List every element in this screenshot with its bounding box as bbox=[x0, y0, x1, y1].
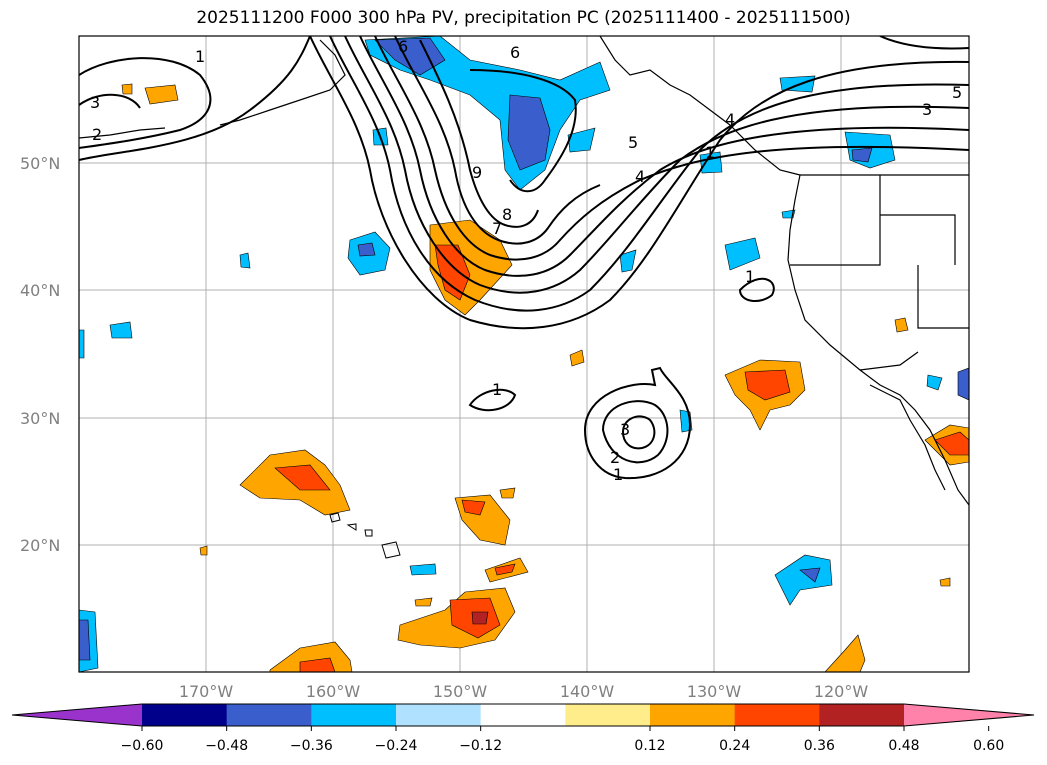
contour-label: 1 bbox=[705, 143, 715, 162]
colorbar-segment bbox=[396, 704, 482, 726]
lon-label-150w: 150°W bbox=[433, 682, 488, 701]
colorbar-tick-label: −0.24 bbox=[375, 738, 418, 754]
colorbar-segment bbox=[565, 704, 651, 726]
colorbar: −0.60 −0.48 −0.36 −0.24 −0.12 0.12 0.24 0.36 0.4… bbox=[11, 703, 1035, 754]
contour-label: 7 bbox=[492, 219, 502, 238]
contour-label: 1 bbox=[195, 47, 205, 66]
colorbar-tick-label: 0.36 bbox=[804, 738, 835, 754]
map-border bbox=[78, 35, 970, 673]
colorbar-tick-label: 0.24 bbox=[719, 738, 750, 754]
contour-label: 1 bbox=[613, 465, 623, 484]
colorbar-tick-label: −0.48 bbox=[205, 738, 248, 754]
contour-label: 1 bbox=[745, 267, 755, 286]
precip-negative-areas bbox=[79, 36, 969, 672]
lon-label-120w: 120°W bbox=[814, 682, 869, 701]
colorbar-tick-label: 0.60 bbox=[973, 738, 1004, 754]
contour-label: 6 bbox=[398, 37, 408, 56]
colorbar-segment bbox=[734, 704, 820, 726]
colorbar-tick-label: −0.36 bbox=[290, 738, 333, 754]
contour-label: 2 bbox=[92, 125, 102, 144]
colorbar-segment bbox=[226, 704, 312, 726]
lon-label-160w: 160°W bbox=[306, 682, 361, 701]
contour-label: 3 bbox=[620, 420, 630, 439]
longitude-labels: 170°W 160°W 150°W 140°W 130°W 120°W bbox=[179, 682, 869, 701]
colorbar-segment bbox=[480, 704, 566, 726]
contour-label: 2 bbox=[610, 448, 620, 467]
contour-label: 8 bbox=[502, 205, 512, 224]
lat-label-30n: 30°N bbox=[20, 409, 60, 428]
lon-label-130w: 130°W bbox=[687, 682, 742, 701]
contour-label: 5 bbox=[952, 83, 962, 102]
colorbar-extend-min bbox=[12, 704, 142, 726]
lat-label-40n: 40°N bbox=[20, 281, 60, 300]
lat-label-20n: 20°N bbox=[20, 536, 60, 555]
colorbar-tick-label: −0.60 bbox=[121, 738, 164, 754]
contour-label: 3 bbox=[90, 93, 100, 112]
colorbar-segment bbox=[142, 704, 228, 726]
contour-label: 4 bbox=[725, 110, 735, 129]
contour-label: 6 bbox=[510, 43, 520, 62]
colorbar-segment bbox=[311, 704, 397, 726]
lon-label-140w: 140°W bbox=[560, 682, 615, 701]
colorbar-tick-label: 0.48 bbox=[888, 738, 919, 754]
contour-label: 5 bbox=[628, 133, 638, 152]
latitude-labels: 50°N 40°N 30°N 20°N bbox=[20, 154, 60, 555]
contour-label: 1 bbox=[492, 380, 502, 399]
contour-label: 3 bbox=[922, 100, 932, 119]
coastlines bbox=[79, 36, 969, 506]
map-title: 2025111200 F000 300 hPa PV, precipitatio… bbox=[196, 8, 851, 28]
precip-positive-areas bbox=[121, 83, 969, 672]
lat-label-50n: 50°N bbox=[20, 154, 60, 173]
contour-label: 4 bbox=[635, 167, 645, 186]
hawaii-islands bbox=[329, 512, 401, 559]
colorbar-extend-max bbox=[904, 704, 1034, 726]
lon-label-170w: 170°W bbox=[179, 682, 234, 701]
colorbar-segment bbox=[819, 704, 905, 726]
colorbar-tick-label: 0.12 bbox=[634, 738, 665, 754]
contour-labels: 1 2 3 6 5 4 9 8 7 6 5 4 3 1 1 1 3 2 1 bbox=[90, 37, 962, 484]
contour-label: 9 bbox=[472, 163, 482, 182]
colorbar-tick-label: −0.12 bbox=[459, 738, 502, 754]
pv-contours bbox=[79, 36, 969, 480]
colorbar-segment bbox=[650, 704, 736, 726]
